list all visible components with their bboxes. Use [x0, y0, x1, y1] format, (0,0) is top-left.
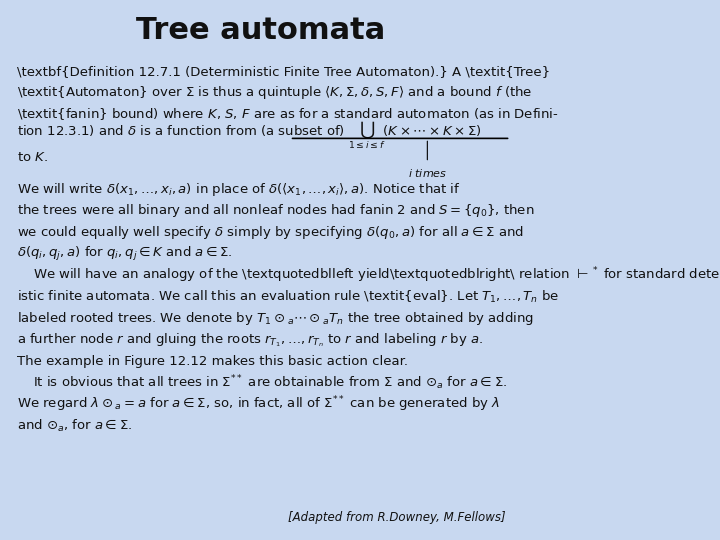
Text: the trees were all binary and all nonleaf nodes had fanin 2 and $S=\{q_0\}$, the: the trees were all binary and all nonlea…: [17, 202, 534, 219]
Text: [Adapted from R.Downey, M.Fellows]: [Adapted from R.Downey, M.Fellows]: [287, 511, 505, 524]
Text: We will write $\delta(x_1,\ldots,x_i,a)$ in place of $\delta(\langle x_1,\ldots,: We will write $\delta(x_1,\ldots,x_i,a)$…: [17, 181, 461, 198]
Text: a further node $r$ and gluing the roots $r_{T_1},\ldots,r_{T_n}$ to $r$ and labe: a further node $r$ and gluing the roots …: [17, 331, 483, 349]
Text: $i$ times: $i$ times: [408, 167, 447, 179]
Text: The example in Figure 12.12 makes this basic action clear.: The example in Figure 12.12 makes this b…: [17, 355, 408, 368]
Text: and $\odot_a$, for $a\in\Sigma$.: and $\odot_a$, for $a\in\Sigma$.: [17, 418, 132, 434]
Text: tion 12.3.1) and $\delta$ is a function from (a subset of) $\bigcup_{1\leq i\leq: tion 12.3.1) and $\delta$ is a function …: [17, 120, 482, 151]
Text: to $K$.: to $K$.: [17, 151, 48, 164]
Text: It is obvious that all trees in $\Sigma^{**}$ are obtainable from $\Sigma$ and $: It is obvious that all trees in $\Sigma^…: [32, 374, 507, 392]
Text: We will have an analogy of the \textquotedblleft yield\textquotedblright\ relati: We will have an analogy of the \textquot…: [32, 266, 720, 285]
Text: We regard $\lambda\odot_a = a$ for $a\in\Sigma$, so, in fact, all of $\Sigma^{**: We regard $\lambda\odot_a = a$ for $a\in…: [17, 395, 500, 414]
Text: Tree automata: Tree automata: [137, 16, 386, 45]
Text: istic finite automata. We call this an evaluation rule \textit{eval}. Let $T_1,\: istic finite automata. We call this an e…: [17, 289, 559, 305]
Text: labeled rooted trees. We denote by $T_1\odot_a\cdots\odot_a T_n$ the tree obtain: labeled rooted trees. We denote by $T_1\…: [17, 310, 534, 327]
Text: \textit{Automaton} over $\Sigma$ is thus a quintuple $\langle K, \Sigma, \delta,: \textit{Automaton} over $\Sigma$ is thus…: [17, 84, 532, 101]
Text: \textbf{Definition 12.7.1 (Deterministic Finite Tree Automaton).} A \textit{Tree: \textbf{Definition 12.7.1 (Deterministic…: [17, 65, 550, 78]
Text: \textit{fanin} bound) where $K$, $S$, $F$ are as for a standard automaton (as in: \textit{fanin} bound) where $K$, $S$, $F…: [17, 106, 559, 122]
Text: $\delta(q_i,q_j,a)$ for $q_i,q_j\in K$ and $a\in\Sigma$.: $\delta(q_i,q_j,a)$ for $q_i,q_j\in K$ a…: [17, 245, 233, 263]
Text: we could equally well specify $\delta$ simply by specifying $\delta(q_0,a)$ for : we could equally well specify $\delta$ s…: [17, 224, 524, 241]
